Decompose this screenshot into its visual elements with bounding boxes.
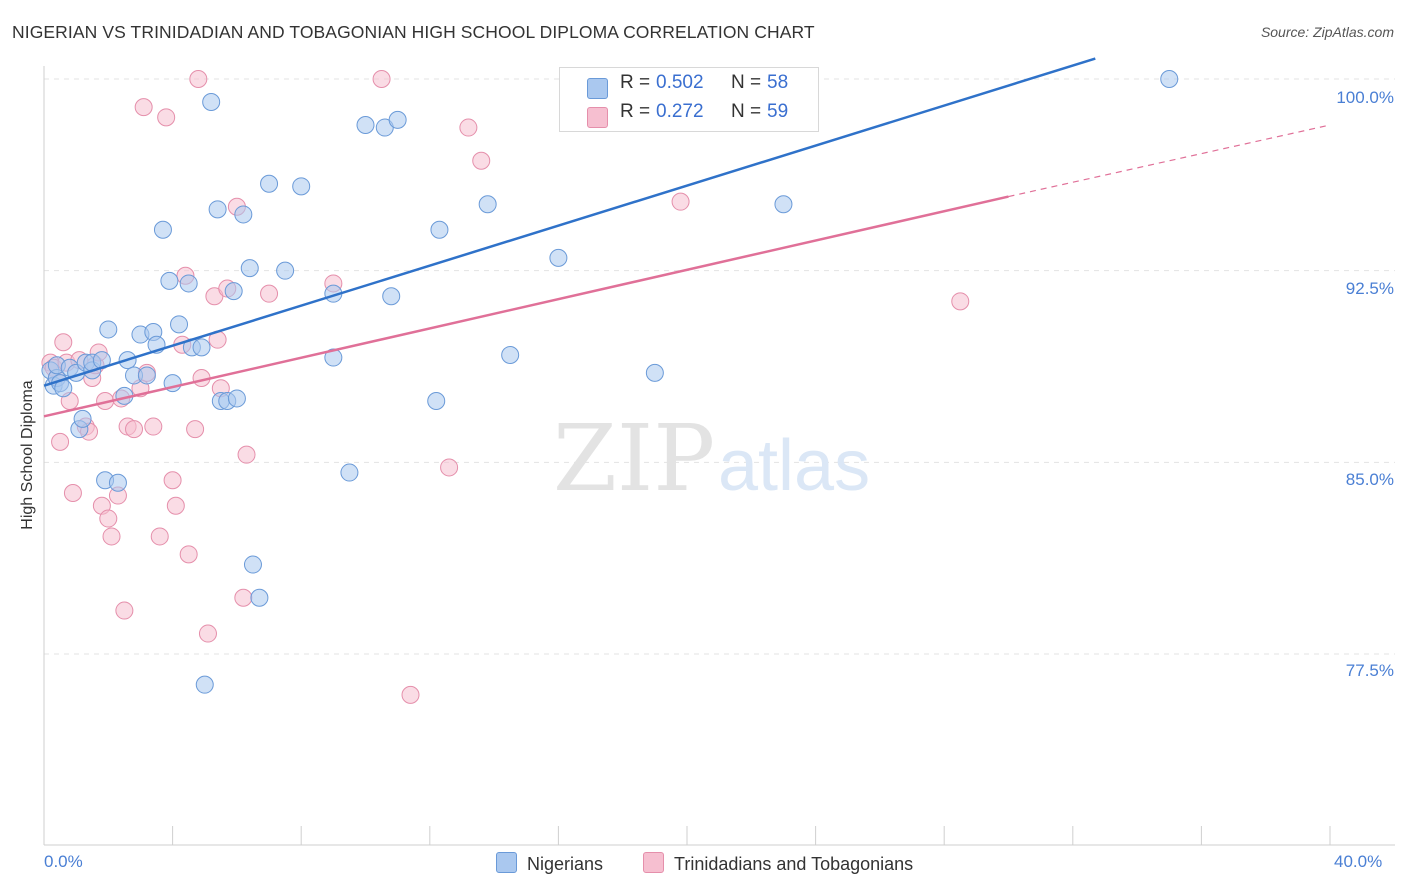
y-tick-label: 92.5% <box>1345 279 1394 298</box>
source-label: Source: ZipAtlas.com <box>1260 24 1394 40</box>
trinidadian-points <box>41 70 970 704</box>
trinidadian-point <box>951 292 970 311</box>
nigerian-point <box>340 463 359 482</box>
nigerian-point <box>170 315 189 334</box>
nigerian-point <box>240 259 259 278</box>
trinidadian-point <box>372 70 391 88</box>
trinidadian-point <box>102 527 121 546</box>
nigerian-point <box>292 177 311 196</box>
nigerian-point <box>645 363 664 382</box>
trinidadian-point <box>163 471 182 490</box>
trinidadian-point <box>150 527 169 546</box>
legend-r-label: R = <box>620 72 651 93</box>
trinidadian-point <box>189 70 208 88</box>
nigerian-point <box>202 93 221 111</box>
y-tick-label: 77.5% <box>1345 661 1394 680</box>
watermark: ZIP atlas <box>553 405 870 512</box>
axes <box>43 66 1395 846</box>
trendlines <box>43 57 1331 418</box>
nigerian-point <box>324 348 343 367</box>
nigerian-point <box>774 195 793 214</box>
trinidadian-point <box>63 484 82 502</box>
nigerian-point <box>276 261 295 280</box>
nigerian-point <box>388 110 407 129</box>
stats-legend: R = 0.502 N = 58 R = 0.272 N = 59 <box>559 67 819 132</box>
legend-r-label: R = <box>620 101 651 122</box>
bottom-legend-trinidadians: Trinidadians and Tobagonians <box>643 852 913 875</box>
trinidadian-point <box>166 496 185 515</box>
trinidadian-point <box>186 420 205 439</box>
nigerian-point <box>99 320 118 339</box>
legend-n-value: 58 <box>767 72 789 93</box>
trinidadian-point <box>237 445 256 464</box>
trinidadian-point <box>51 432 70 451</box>
chart-title: NIGERIAN VS TRINIDADIAN AND TOBAGONIAN H… <box>12 22 815 42</box>
nigerian-point <box>234 205 253 224</box>
nigerian-point <box>430 220 449 239</box>
bottom-legend-swatch-pink <box>643 852 664 873</box>
trinidadian-point <box>459 118 478 137</box>
nigerian-points <box>41 70 1179 694</box>
nigerian-point <box>192 338 211 357</box>
nigerian-trendline <box>43 57 1096 387</box>
trinidadian-point <box>134 98 153 117</box>
y-tick-label: 100.0% <box>1336 88 1394 107</box>
nigerian-point <box>478 195 497 214</box>
legend-r-value: 0.272 <box>656 101 704 122</box>
nigerian-point <box>243 555 262 574</box>
trinidadian-point <box>198 624 217 643</box>
nigerian-point <box>224 282 243 301</box>
trinidadian-point <box>115 601 134 620</box>
nigerian-point <box>260 174 279 193</box>
nigerian-point <box>137 366 156 385</box>
x-tick-label-max: 40.0% <box>1334 852 1383 871</box>
bottom-legend-nigerians: Nigerians <box>496 852 603 875</box>
nigerian-point <box>250 588 269 607</box>
nigerian-point <box>179 274 198 293</box>
nigerian-point <box>73 409 92 428</box>
watermark-atlas: atlas <box>718 426 870 506</box>
nigerian-point <box>160 271 179 290</box>
trinidadian-point <box>671 192 690 211</box>
nigerian-point <box>153 220 172 239</box>
y-tick-label: 85.0% <box>1345 470 1394 489</box>
legend-n-label: N = <box>731 72 762 93</box>
nigerian-point <box>356 116 375 134</box>
trinidadian-point <box>440 458 459 477</box>
trinidadian-point <box>472 151 491 170</box>
nigerian-point <box>427 392 446 410</box>
trinidadian-point <box>179 545 198 564</box>
bottom-legend-label: Nigerians <box>527 854 604 874</box>
legend-swatch-pink <box>587 107 608 128</box>
nigerian-point <box>227 389 246 408</box>
watermark-zip: ZIP <box>553 405 715 512</box>
bottom-legend-label: Trinidadians and Tobagonians <box>674 854 914 874</box>
trinidadian-point <box>234 588 253 607</box>
nigerian-point <box>108 473 127 492</box>
trinidadian-trendline-extension <box>1008 124 1331 198</box>
trinidadian-point <box>144 417 163 436</box>
nigerian-point <box>549 248 568 267</box>
trinidadian-trendline <box>43 195 1009 418</box>
nigerian-point <box>501 346 520 364</box>
nigerian-point <box>382 287 401 306</box>
legend-n-value: 59 <box>767 101 789 122</box>
trinidadian-point <box>125 420 144 439</box>
legend-swatch-blue <box>587 78 608 99</box>
legend-n-label: N = <box>731 101 762 122</box>
trinidadian-point <box>401 685 420 704</box>
legend-row-nigerians: R = 0.502 N = 58 <box>560 72 818 102</box>
legend-r-value: 0.502 <box>656 72 704 93</box>
trinidadian-point <box>54 333 73 352</box>
x-tick-label-min: 0.0% <box>44 852 83 871</box>
nigerian-point <box>195 675 214 694</box>
bottom-legend-swatch-blue <box>496 852 517 873</box>
nigerian-point <box>208 200 227 219</box>
legend-row-trinidadians: R = 0.272 N = 59 <box>560 101 818 131</box>
trinidadian-point <box>99 509 118 528</box>
trinidadian-point <box>157 108 176 127</box>
nigerian-point <box>1160 70 1179 88</box>
trinidadian-point <box>260 284 279 303</box>
